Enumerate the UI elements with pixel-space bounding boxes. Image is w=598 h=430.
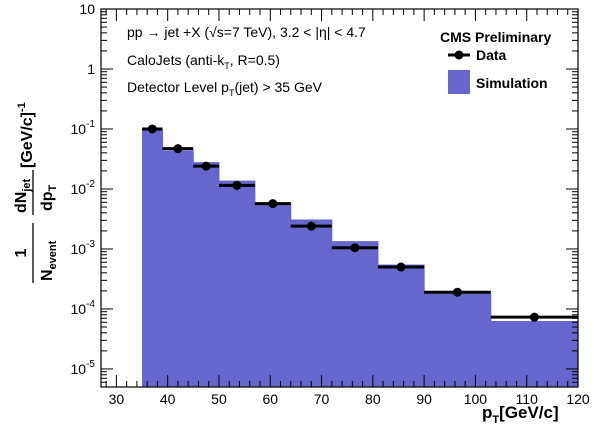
simulation-histogram <box>142 130 579 387</box>
simulation-bar <box>193 162 220 387</box>
y-tick-label: 10 <box>79 1 95 17</box>
y-tick-label: 1 <box>87 61 95 77</box>
tick-labels: 30 40 50 60 70 80 90 100 110 12010-510-410-310-21… <box>71 1 590 407</box>
experiment-label: CMS Preliminary <box>440 29 551 45</box>
data-point <box>173 144 183 154</box>
data-point <box>396 262 406 272</box>
x-tick-label: 50 <box>211 391 227 407</box>
data-point <box>306 221 316 231</box>
process-annotation: pp → jet +X (√s=7 TeV), 3.2 < |η| < 4.7 <box>127 24 366 40</box>
y-tick-label: 10-2 <box>71 179 96 197</box>
y-axis-label: 1 Nevent dNjet dpT [GeV/c]-1 <box>13 102 59 283</box>
y-tick-label: 10-3 <box>71 239 96 257</box>
sqrt-symbol: √ <box>209 24 217 40</box>
detector-level-annotation: Detector Level pT(jet) > 35 GeV <box>127 79 323 98</box>
data-points <box>142 124 578 322</box>
simulation-bar <box>162 150 194 387</box>
legend-simulation-swatch <box>448 70 470 94</box>
x-tick-label: 110 <box>516 391 539 407</box>
svg-text:[GeV/c]-1: [GeV/c]-1 <box>16 102 36 168</box>
data-point <box>232 180 242 190</box>
simulation-bar <box>490 320 579 387</box>
axis-ticks <box>101 8 579 387</box>
legend-simulation-label: Simulation <box>476 75 548 91</box>
data-point <box>350 243 360 253</box>
data-point <box>147 124 157 134</box>
x-tick-label: 120 <box>566 391 590 407</box>
simulation-bar <box>254 202 292 387</box>
data-point <box>201 161 211 171</box>
plot-frame <box>100 8 579 388</box>
data-point <box>268 199 278 209</box>
simulation-bar <box>377 264 425 387</box>
x-tick-label: 60 <box>262 391 278 407</box>
y-tick-label: 10-1 <box>71 119 96 137</box>
calojets-annotation: CaloJets (anti-kT, R=0.5) <box>127 52 280 71</box>
y-tick-label: 10-4 <box>71 299 96 317</box>
x-tick-label: 80 <box>365 391 381 407</box>
simulation-bar <box>142 130 164 387</box>
legend-data-marker <box>454 50 464 60</box>
simulation-bar <box>218 180 256 387</box>
simulation-bar <box>331 241 379 387</box>
x-tick-label: 70 <box>314 391 330 407</box>
simulation-bar <box>424 293 492 387</box>
x-tick-label: 40 <box>160 391 176 407</box>
simulation-bar <box>290 219 333 387</box>
y-tick-label: 10-5 <box>71 359 96 377</box>
svg-text:1: 1 <box>13 248 30 257</box>
x-tick-label: 90 <box>416 391 432 407</box>
x-tick-label: 100 <box>464 391 488 407</box>
x-tick-label: 30 <box>109 391 125 407</box>
legend: Data Simulation <box>448 47 548 94</box>
data-point <box>452 287 462 297</box>
legend-data-label: Data <box>476 47 507 63</box>
x-axis-label: pT[GeV/c] <box>482 403 559 426</box>
data-point <box>529 312 539 322</box>
